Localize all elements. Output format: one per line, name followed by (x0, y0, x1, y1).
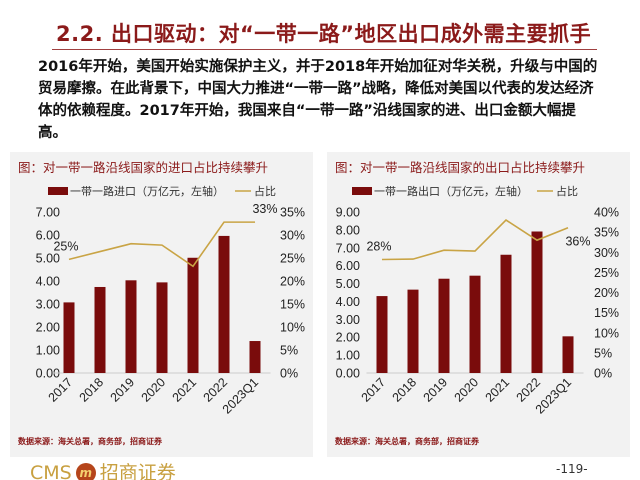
slide-title: 2.2. 出口驱动：对“一带一路”地区出口成外需主要抓手 (56, 22, 592, 46)
left-axis-tick-label: 6.00 (336, 259, 360, 273)
x-tick-label: 2019 (108, 375, 138, 405)
chart-source: 数据来源：海关总署，商务部，招商证券 (18, 437, 162, 446)
bar-2019 (438, 278, 450, 373)
bar-2022 (218, 235, 230, 373)
left-axis-tick-label: 0.00 (336, 367, 360, 381)
right-axis-tick-label: 0% (280, 367, 298, 381)
x-tick-label: 2020 (452, 375, 482, 405)
bar-2017 (376, 296, 388, 373)
left-axis-tick-label: 1.00 (336, 349, 360, 363)
bar-2018 (94, 286, 106, 373)
bar-2023Q1 (249, 341, 261, 373)
right-axis-tick-label: 35% (280, 206, 305, 220)
right-axis-tick-label: 0% (594, 367, 612, 381)
page-number: -119- (556, 462, 588, 476)
left-axis-tick-label: 7.00 (36, 206, 60, 220)
x-tick-label: 2021 (483, 375, 513, 405)
chart-source: 数据来源：海关总署，商务部，招商证券 (335, 437, 479, 446)
left-axis-tick-label: 7.00 (336, 241, 360, 255)
bar-2017 (63, 302, 75, 373)
right-axis-tick-label: 40% (594, 206, 619, 220)
left-axis-tick-label: 1.00 (36, 344, 60, 358)
right-axis-tick-label: 5% (594, 346, 612, 360)
body-text: 2016年开始，美国开始实施保护主义，并于2018年开始加征对华关税，升级与中国… (38, 59, 598, 141)
logo-mark-icon: m (75, 463, 96, 480)
import-chart-panel: 图：对一带一路沿线国家的进口占比持续攀升 一带一路进口（万亿元，左轴） 占比 0.0… (10, 152, 313, 457)
left-axis-tick-label: 0.00 (36, 367, 60, 381)
x-tick-label: 2018 (77, 375, 107, 405)
data-label: 33% (252, 202, 277, 216)
right-axis-tick-label: 25% (594, 266, 619, 280)
cms-logo: CMS m 招商证券 (30, 458, 176, 480)
title-divider (52, 49, 597, 50)
left-axis-tick-label: 2.00 (36, 321, 60, 335)
right-axis-tick-label: 30% (280, 229, 305, 243)
left-axis-tick-label: 3.00 (336, 313, 360, 327)
bar-2021 (500, 254, 512, 373)
left-axis-tick-label: 5.00 (36, 252, 60, 266)
bar-2018 (407, 289, 419, 373)
chart-title: 图：对一带一路沿线国家的出口占比持续攀升 (335, 160, 586, 175)
right-axis-tick-label: 30% (594, 246, 619, 260)
legend-line-label: 占比 (556, 184, 578, 198)
x-tick-label: 2021 (170, 375, 200, 405)
x-tick-label: 2019 (421, 375, 451, 405)
left-axis-tick-label: 9.00 (336, 206, 360, 220)
data-label: 25% (53, 239, 78, 253)
right-axis-tick-label: 20% (594, 286, 619, 300)
left-axis-tick-label: 2.00 (336, 331, 360, 345)
legend-bar-swatch (352, 187, 372, 195)
legend-bar-label: 一带一路出口（万亿元，左轴） (374, 184, 528, 198)
export-chart: 一带一路出口（万亿元，左轴） 占比 0.00 1.00 2.00 3.00 4.00 5.00… (336, 184, 619, 417)
bar-2020 (469, 275, 481, 373)
legend-line-label: 占比 (254, 184, 276, 198)
x-tick-label: 2020 (139, 375, 169, 405)
right-axis-tick-label: 15% (280, 298, 305, 312)
bar-2019 (125, 280, 137, 373)
bar-2021 (187, 257, 199, 373)
chart-title: 图：对一带一路沿线国家的进口占比持续攀升 (18, 160, 269, 175)
bar-2022 (531, 231, 543, 373)
left-axis-tick-label: 6.00 (36, 229, 60, 243)
x-tick-label: 2018 (390, 375, 420, 405)
left-axis-tick-label: 8.00 (336, 223, 360, 237)
bar-2023Q1 (562, 336, 574, 373)
bar-2020 (156, 282, 168, 373)
right-axis-tick-label: 10% (594, 326, 619, 340)
right-axis-tick-label: 25% (280, 252, 305, 266)
left-axis-tick-label: 3.00 (36, 298, 60, 312)
right-axis-tick-label: 20% (280, 275, 305, 289)
import-chart: 一带一路进口（万亿元，左轴） 占比 0.00 1.00 2.00 3.00 4.00 5.00… (36, 184, 305, 417)
left-axis-tick-label: 5.00 (336, 277, 360, 291)
left-axis-tick-label: 4.00 (336, 295, 360, 309)
x-tick-label: 2017 (359, 375, 389, 405)
data-label: 36% (565, 235, 590, 249)
data-label: 28% (366, 239, 391, 253)
right-axis-tick-label: 15% (594, 306, 619, 320)
right-axis-tick-label: 10% (280, 321, 305, 335)
export-chart-panel: 图：对一带一路沿线国家的出口占比持续攀升 一带一路出口（万亿元，左轴） 占比 0.0… (327, 152, 630, 457)
legend-bar-swatch (48, 187, 68, 195)
right-axis-tick-label: 5% (280, 344, 298, 358)
legend-bar-label: 一带一路进口（万亿元，左轴） (70, 184, 224, 198)
right-axis-tick-label: 35% (594, 226, 619, 240)
left-axis-tick-label: 4.00 (36, 275, 60, 289)
